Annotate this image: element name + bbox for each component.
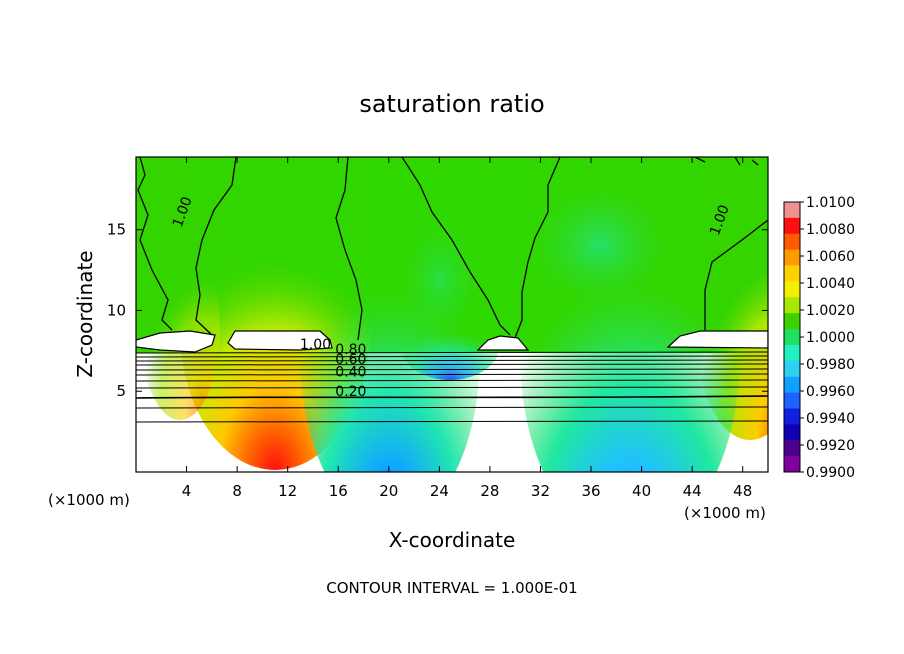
contour-labels: 1.00 1.001.00 0.800.600.400.20: [170, 195, 733, 400]
colorbar-swatch: [784, 424, 800, 441]
x-axis: 4 8 12 16 20 24 28 32 36 40 44 48: [182, 157, 752, 500]
colorbar-label: 1.0060: [806, 249, 855, 265]
x-tick-label: 40: [632, 482, 651, 500]
contour-label: 0.20: [335, 384, 366, 400]
x-axis-unit-left: (×1000 m): [48, 491, 130, 509]
x-tick-label: 12: [278, 482, 297, 500]
white-patch-3: [476, 335, 530, 351]
colorbar-label: 1.0080: [806, 222, 855, 238]
y-tick-label: 10: [107, 301, 126, 319]
x-tick-label: 16: [329, 482, 348, 500]
colorbar-swatch: [784, 281, 800, 298]
white-patch-4: [666, 330, 768, 349]
contour-label: 1.00: [300, 337, 331, 353]
x-axis-unit-right: (×1000 m): [684, 504, 766, 522]
white-patch-1: [136, 330, 216, 353]
colorbar-swatch: [784, 408, 800, 425]
colorbar-swatch: [784, 297, 800, 314]
x-tick-label: 28: [480, 482, 499, 500]
x-tick-label: 36: [581, 482, 600, 500]
colorbar-swatch: [784, 440, 800, 457]
colorbar-label: 0.9920: [806, 438, 855, 454]
colorbar-label: 1.0040: [806, 276, 855, 292]
colorbar-swatch: [784, 265, 800, 282]
x-tick-label: 48: [733, 482, 752, 500]
plot-area: [136, 157, 768, 472]
contour-label: 0.40: [335, 365, 366, 381]
contour-interval-note: CONTOUR INTERVAL = 1.000E-01: [326, 579, 577, 597]
x-tick-label: 24: [430, 482, 449, 500]
colorbar-swatch: [784, 249, 800, 267]
colorbar-swatch: [784, 217, 800, 235]
y-tick-label: 15: [107, 221, 126, 239]
field-teal-patch-1: [530, 185, 670, 305]
colorbar-swatch: [784, 313, 800, 330]
y-tick-label: 5: [116, 382, 126, 400]
colorbar-label: 0.9900: [806, 465, 855, 481]
x-tick-label: 32: [531, 482, 550, 500]
x-axis-label: X-coordinate: [389, 528, 516, 552]
colorbar-label: 0.9980: [806, 357, 855, 373]
plot-frame: [135, 156, 769, 473]
white-patch-2: [227, 330, 333, 351]
colorbar-swatch: [784, 329, 800, 346]
colorbar-label: 0.9960: [806, 384, 855, 400]
x-tick-label: 44: [683, 482, 702, 500]
chart-title: saturation ratio: [359, 90, 544, 118]
x-tick-label: 8: [232, 482, 242, 500]
contour-label: 0.60: [335, 352, 366, 368]
contour-lines-lower: [136, 351, 768, 423]
colorbar-label: 1.0020: [806, 303, 855, 319]
colorbar-label: 0.9940: [806, 411, 855, 427]
colorbar-swatch: [784, 456, 800, 473]
colorbar-swatch: [784, 202, 800, 219]
contour-label: 0.80: [335, 342, 366, 358]
y-axis: 5 10 15: [107, 221, 768, 400]
contour-lines-upper: [137, 157, 768, 341]
colorbar-swatch: [784, 344, 800, 362]
colorbar-swatch: [784, 233, 800, 251]
colorbar: 1.0100 1.0080 1.0060 1.0040 1.0020 1.0000 0.99…: [783, 195, 855, 481]
colorbar-swatch: [784, 360, 800, 378]
colorbar-swatch: [784, 392, 800, 409]
colorbar-label: 1.0100: [806, 195, 855, 211]
colorbar-swatch: [784, 376, 800, 394]
x-tick-label: 4: [182, 482, 192, 500]
colorbar-label: 1.0000: [806, 330, 855, 346]
field-teal-patch-2: [400, 220, 480, 340]
x-tick-label: 20: [379, 482, 398, 500]
field-warm-plume-small: [140, 240, 220, 420]
y-axis-label: Z-coordinate: [73, 250, 97, 377]
